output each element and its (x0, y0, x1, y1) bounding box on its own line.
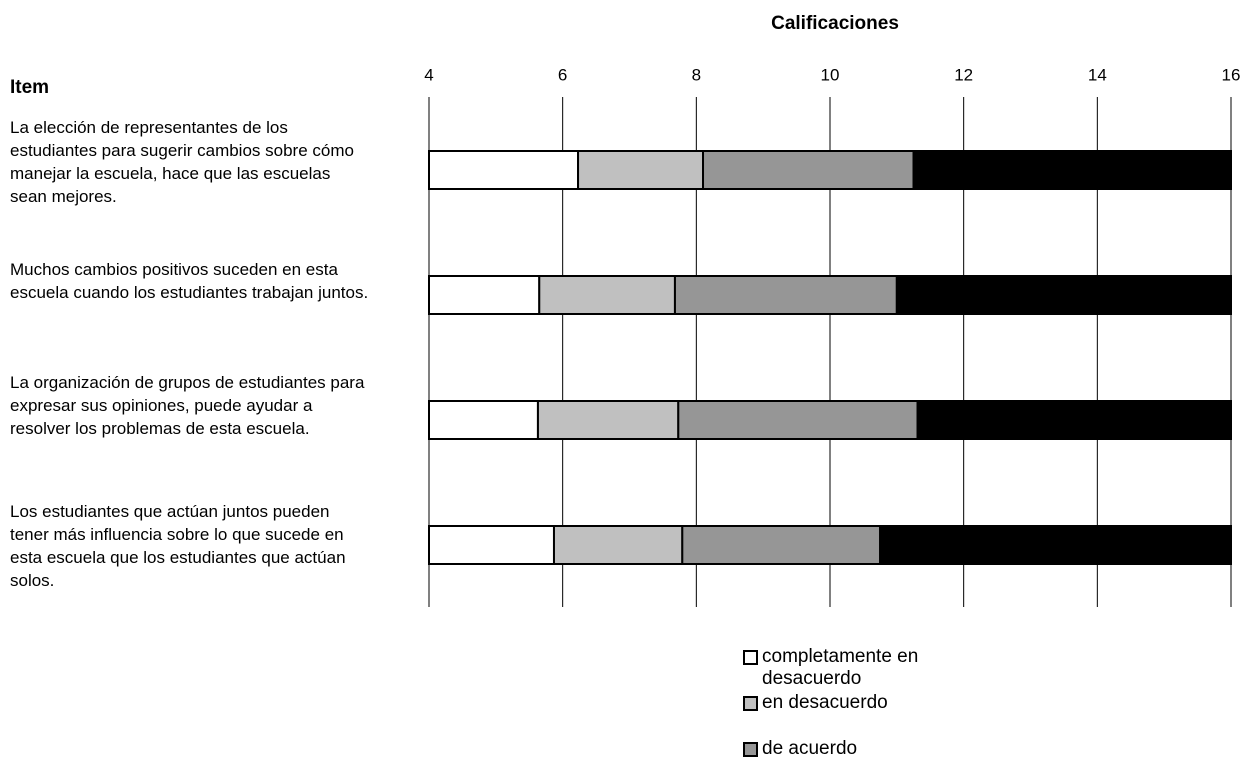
bar-segment (428, 400, 539, 440)
bar-segment (912, 150, 1233, 190)
bar-segment (577, 150, 705, 190)
bar-segment (673, 275, 898, 315)
bar-segment (677, 400, 919, 440)
category-label: Los estudiantes que actúan juntos pueden… (10, 502, 346, 590)
bar-segment (895, 275, 1232, 315)
category-header: Item (10, 77, 49, 98)
bar-segment (702, 150, 915, 190)
bar-segment (538, 275, 676, 315)
legend-swatch (743, 742, 758, 757)
x-tick-label: 4 (424, 65, 433, 84)
bar-segment (428, 525, 555, 565)
category-label: La elección de representantes de los est… (10, 118, 354, 206)
bar-segment (879, 525, 1232, 565)
bar-segment (681, 525, 882, 565)
x-tick-label: 12 (954, 65, 973, 84)
x-tick-label: 16 (1222, 65, 1241, 84)
legend-label: de acuerdo (762, 738, 858, 759)
x-tick-label: 14 (1088, 65, 1107, 84)
legend-item: completamente en desacuerdo (743, 646, 977, 690)
legend-label: en desacuerdo (762, 692, 888, 713)
chart-title: Calificaciones (771, 13, 899, 34)
legend-item: en desacuerdo (743, 692, 977, 714)
category-label: Muchos cambios positivos suceden en esta… (10, 260, 369, 302)
bar-segment (536, 400, 680, 440)
bar-segment (552, 525, 684, 565)
legend-swatch (743, 650, 758, 665)
x-tick-label: 6 (558, 65, 567, 84)
legend-item: de acuerdo (743, 738, 977, 760)
x-tick-label: 10 (821, 65, 840, 84)
x-tick-label: 8 (692, 65, 701, 84)
bar-segment (916, 400, 1233, 440)
bar-segment (428, 150, 580, 190)
category-label: La organización de grupos de estudiantes… (10, 373, 365, 438)
legend-label: completamente en desacuerdo (762, 646, 919, 689)
legend-swatch (743, 696, 758, 711)
bar-segment (428, 275, 541, 315)
